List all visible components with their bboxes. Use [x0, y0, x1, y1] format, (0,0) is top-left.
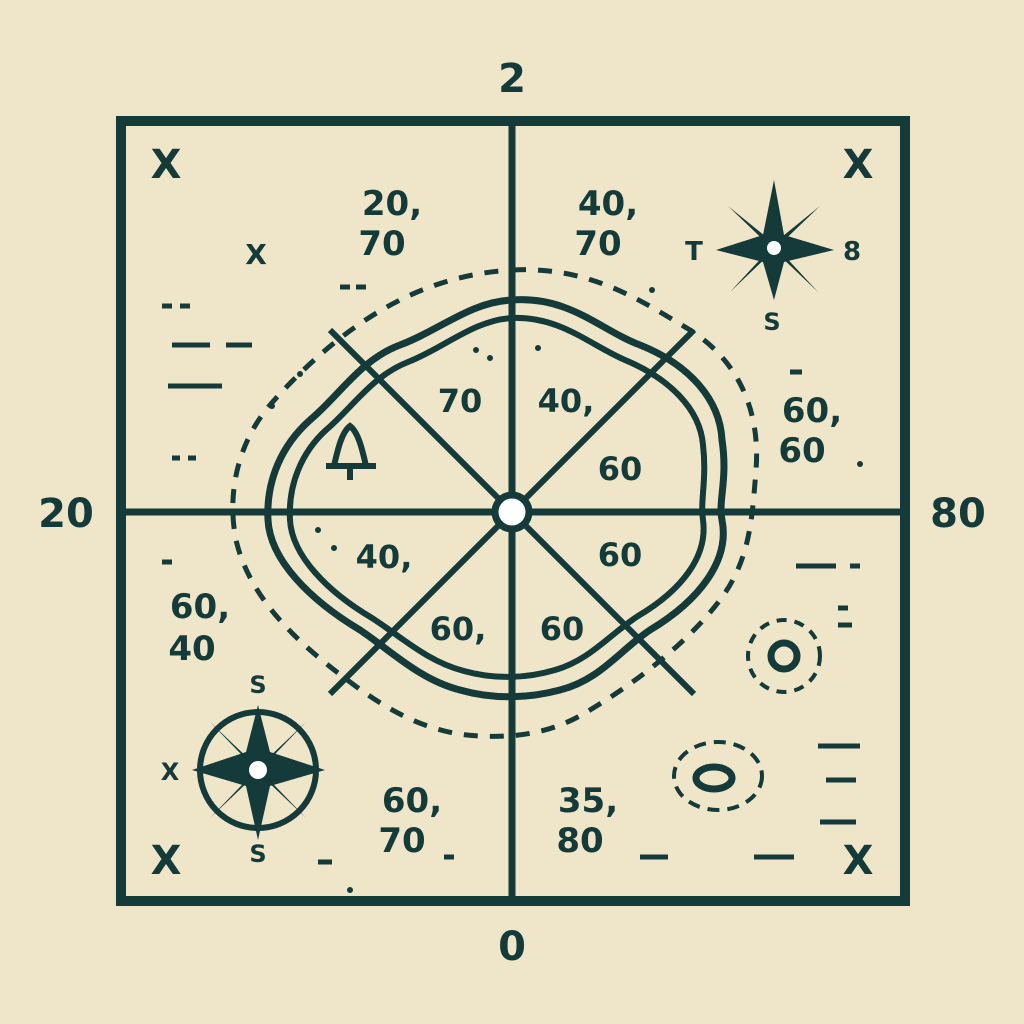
sector-label-4: 40, [356, 538, 413, 576]
corner-x-top-right: X [843, 142, 874, 188]
sector-label-6: 60, [430, 610, 487, 648]
dashed-ring [230, 267, 760, 739]
corner-x-top-left: X [151, 142, 182, 188]
sector-label-5: 60 [598, 536, 643, 574]
small-s-mark: S [249, 840, 266, 868]
map-dash-marks [162, 284, 860, 865]
corner-x-bottom-left: X [151, 838, 182, 884]
grid-label-nw-2: 70 [358, 224, 405, 264]
grid-label-w-2: 40 [168, 629, 215, 669]
edge-label-left: 20 [38, 491, 94, 537]
grid-label-s-1: 35, [558, 781, 618, 821]
grid-label-sw-1: 60, [382, 781, 442, 821]
outer-boundary [264, 296, 728, 701]
grid-label-e-1: 60, [782, 391, 842, 431]
sector-label-7: 60 [540, 610, 585, 648]
target-icon [746, 618, 822, 694]
grid-label-ne-2: 70 [574, 224, 621, 264]
corner-x-bottom-right: X [843, 838, 874, 884]
sector-label-3: 60 [598, 450, 643, 488]
center-marker [491, 491, 533, 533]
grid-label-e-2: 60 [778, 431, 825, 471]
grid-label-w-1: 60, [170, 587, 230, 627]
compass-rose-icon [192, 705, 325, 840]
bell-icon [326, 422, 376, 480]
inner-boundary [286, 314, 708, 680]
edge-label-right: 80 [930, 491, 986, 537]
sector-label-1: 70 [438, 382, 483, 420]
small-8-mark: 8 [843, 237, 861, 267]
compass-rose-icon [716, 180, 834, 300]
map-dot-marks [269, 287, 863, 893]
target-icon [672, 740, 764, 812]
small-t-mark: T [685, 237, 703, 267]
small-x-mark: X [245, 238, 267, 271]
grid-label-nw-1: 20, [362, 184, 422, 224]
small-x-mark: X [161, 758, 180, 786]
small-s-mark: S [763, 308, 780, 336]
grid-label-s-2: 80 [556, 821, 603, 861]
edge-label-top: 2 [498, 56, 526, 102]
edge-label-bottom: 0 [498, 924, 526, 970]
grid-label-ne-1: 40, [578, 184, 638, 224]
grid-label-sw-2: 70 [378, 821, 425, 861]
sector-label-2: 40, [538, 382, 595, 420]
small-s-mark: S [249, 671, 266, 699]
